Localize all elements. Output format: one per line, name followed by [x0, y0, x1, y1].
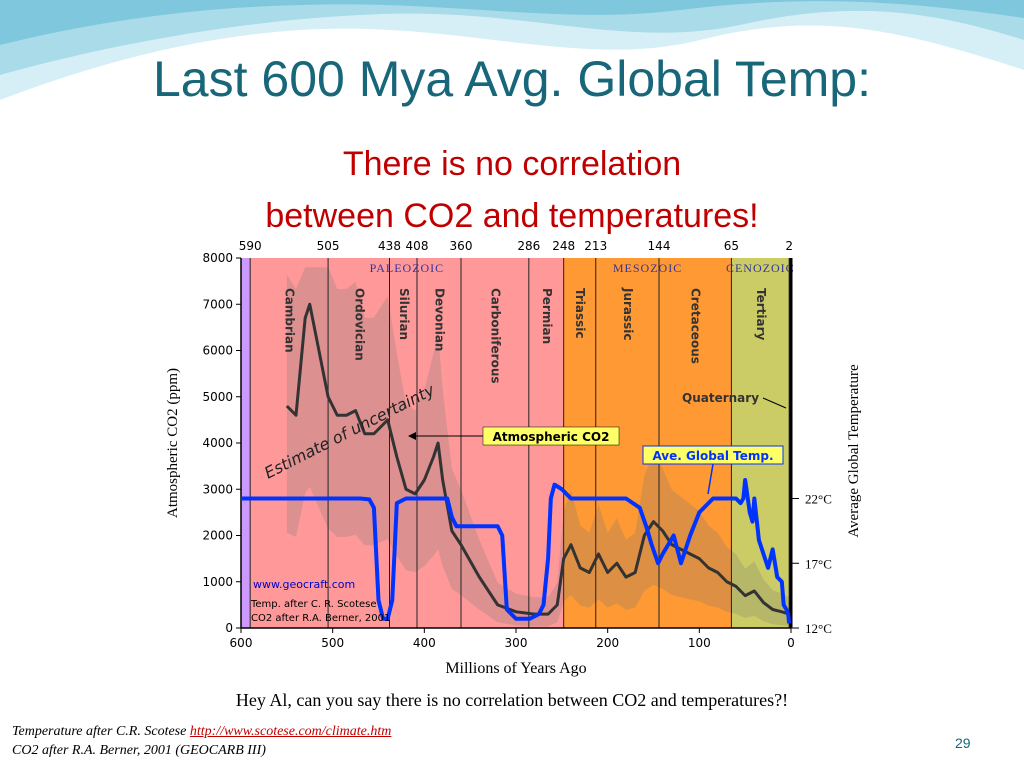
scotese-link[interactable]: http://www.scotese.com/climate.htm: [189, 724, 392, 739]
footnote-co2: CO2 after R.A. Berner, 2001 (GEOCARB III…: [12, 743, 266, 758]
credit-co2: CO2 after R.A. Berner, 2001: [251, 613, 390, 624]
x-tick-100: 100: [688, 636, 711, 650]
period-label-silurian: Silurian: [397, 288, 411, 340]
y-tick-5000: 5000: [202, 390, 233, 404]
subtitle-line-1: There is no correlation: [342, 145, 682, 183]
period-label-ordovician: Ordovician: [352, 288, 366, 361]
boundary-label-213: 213: [584, 239, 607, 253]
co2-arrowhead-icon: [408, 432, 416, 440]
period-label-jurassic: Jurassic: [621, 287, 635, 341]
period-label-cambrian: Cambrian: [283, 288, 297, 353]
temp-annotation: Ave. Global Temp.: [652, 449, 773, 463]
pre-cambrian-band: [241, 258, 251, 628]
y2-axis-label: Average Global Temperature: [846, 364, 862, 538]
quaternary-annotation: Quaternary: [682, 391, 759, 405]
x-tick-200: 200: [596, 636, 619, 650]
temperature-series-line: [241, 478, 792, 624]
boundary-label-590: 590: [239, 239, 262, 253]
temp-tick: 17°C: [805, 556, 832, 571]
boundary-label-360: 360: [450, 239, 473, 253]
boundary-label-408: 408: [406, 239, 429, 253]
temp-tick: 22°C: [805, 492, 832, 507]
subtitle-line-2: between CO2 and temperatures!: [265, 197, 759, 235]
slide-title: Last 600 Mya Avg. Global Temp:: [152, 51, 872, 107]
era-label-cenozoic: CENOZOIC: [726, 261, 795, 275]
period-label-cretaceous: Cretaceous: [689, 288, 703, 364]
x-tick-400: 400: [413, 636, 436, 650]
boundary-label-505: 505: [317, 239, 340, 253]
y-tick-7000: 7000: [202, 297, 233, 311]
co2-series-line: [285, 302, 790, 616]
y-tick-1000: 1000: [202, 575, 233, 589]
boundary-label-438: 438: [378, 239, 401, 253]
y-axis-label: Atmospheric CO2 (ppm): [165, 368, 181, 518]
y-tick-2000: 2000: [202, 529, 233, 543]
x-tick-500: 500: [321, 636, 344, 650]
boundary-label-65: 65: [724, 239, 739, 253]
x-tick-600: 600: [230, 636, 253, 650]
y-tick-0: 0: [225, 621, 233, 635]
quaternary-arrow: [762, 397, 787, 409]
uncertainty-band: [286, 267, 790, 627]
y-tick-6000: 6000: [202, 344, 233, 358]
page-number: 29: [955, 735, 971, 751]
footnote-temperature-text: Temperature after C.R. Scotese: [12, 724, 190, 739]
temp-tick: 12°C: [805, 621, 832, 636]
boundary-label-248: 248: [552, 239, 575, 253]
boundary-label-144: 144: [648, 239, 671, 253]
period-label-tertiary: Tertiary: [754, 288, 768, 341]
co2-annotation: Atmospheric CO2: [493, 430, 610, 444]
slide-caption: Hey Al, can you say there is no correlat…: [235, 690, 789, 710]
era-band-cenozoic: [731, 258, 790, 628]
footnote: Temperature after C.R. Scotese http://ww…: [12, 722, 391, 760]
period-label-permian: Permian: [540, 288, 554, 344]
period-label-triassic: Triassic: [573, 288, 587, 339]
era-label-paleozoic: PALEOZOIC: [370, 261, 445, 275]
y-tick-3000: 3000: [202, 482, 233, 496]
co2-temperature-chart: Cambrian Ordovician Silurian Devonian Carbon…: [165, 239, 862, 677]
footnote-temperature: Temperature after C.R. Scotese http://ww…: [12, 722, 391, 741]
y-tick-4000: 4000: [202, 436, 233, 450]
credit-temperature: Temp. after C. R. Scotese: [250, 599, 377, 610]
slide-subtitle: There is no correlation between CO2 and …: [0, 138, 1024, 242]
era-label-mesozoic: MESOZOIC: [613, 261, 682, 275]
y-tick-8000: 8000: [202, 251, 233, 265]
period-label-carboniferous: Carboniferous: [488, 288, 502, 384]
x-tick-0: 0: [787, 636, 795, 650]
x-tick-300: 300: [505, 636, 528, 650]
x-axis-label: Millions of Years Ago: [445, 660, 586, 677]
boundary-label-2: 2: [785, 239, 793, 253]
slide-wave-decoration: [0, 0, 1024, 100]
credit-website: www.geocraft.com: [253, 578, 355, 591]
boundary-label-286: 286: [517, 239, 540, 253]
period-label-devonian: Devonian: [433, 288, 447, 351]
temp-annotation-arrow: [707, 463, 714, 495]
